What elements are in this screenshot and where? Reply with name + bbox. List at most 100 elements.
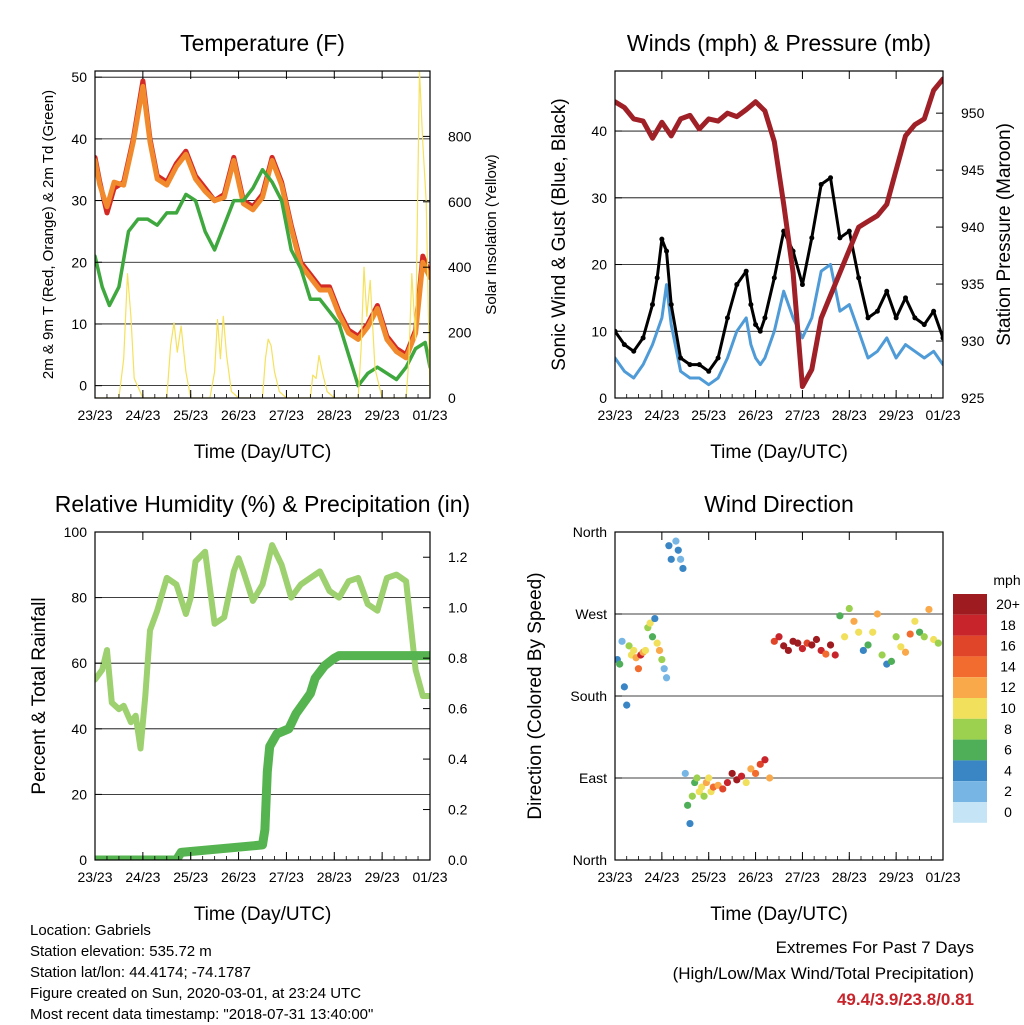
panel-temperature: Temperature (F) 23/23 24/23 25/23 26/23 27/23…: [40, 30, 500, 463]
direction-point: [618, 637, 626, 645]
gust-point: [753, 322, 759, 328]
x-tick-label: 26/23: [221, 869, 256, 885]
colorbar-label: 20+: [996, 596, 1020, 612]
direction-point: [869, 628, 877, 636]
y-right-tick-label: 800: [448, 128, 472, 144]
direction-point: [845, 604, 853, 613]
direction-point: [728, 769, 736, 778]
gust-point: [837, 235, 843, 241]
series-line: [615, 76, 943, 390]
direction-point: [665, 542, 673, 550]
series-line: [615, 176, 943, 373]
direction-point: [770, 637, 778, 645]
panel-humidity: Relative Humidity (%) & Precipitation (i…: [29, 491, 470, 925]
y-right-tick-label: 925: [961, 390, 985, 406]
x-tick-label: 25/23: [691, 869, 726, 885]
y-tick-label: 30: [591, 190, 607, 206]
x-tick-label: 27/23: [785, 869, 820, 885]
gust-point: [865, 315, 871, 321]
location-text: Location: Gabriels: [30, 922, 151, 939]
direction-point: [679, 564, 687, 573]
x-tick-label: 01/23: [925, 869, 960, 885]
y-tick-label: 60: [71, 655, 87, 671]
x-tick-label: 23/23: [77, 869, 112, 885]
direction-point: [651, 614, 659, 623]
direction-point: [751, 769, 760, 778]
gust-point: [893, 315, 899, 321]
y-right-tick-label: 1.0: [448, 600, 468, 616]
colorbar-swatch: [953, 781, 987, 802]
direction-point: [641, 646, 650, 655]
created-text: Figure created on Sun, 2020-03-01, at 23…: [30, 985, 362, 1002]
y-right-tick-label: 930: [961, 333, 985, 349]
direction-point: [780, 642, 788, 650]
y-right-tick-label: 940: [961, 219, 985, 235]
x-tick-label: 01/23: [412, 407, 447, 423]
direction-point: [655, 646, 664, 655]
direction-point: [887, 657, 896, 665]
colorbar-swatch: [953, 739, 987, 761]
x-axis-label: Time (Day/UTC): [710, 904, 848, 925]
direction-point: [831, 651, 839, 659]
gust-point: [931, 308, 937, 314]
direction-point: [646, 619, 654, 627]
direction-point: [794, 639, 802, 647]
colorbar-swatch: [953, 760, 987, 782]
gust-point: [771, 275, 777, 281]
direction-point: [653, 639, 661, 647]
series-line: [615, 263, 943, 387]
colorbar-label: 6: [1004, 742, 1012, 758]
x-tick-label: 25/23: [173, 869, 208, 885]
plot-frame: [614, 70, 944, 399]
direction-point: [672, 537, 680, 545]
colorbar-label: 2: [1004, 783, 1012, 799]
direction-point: [864, 641, 872, 649]
gust-point: [799, 282, 805, 288]
direction-point: [892, 633, 900, 641]
colorbar-swatch: [953, 594, 987, 615]
y-tick-label: 20: [591, 257, 607, 273]
series-line: [95, 651, 430, 860]
x-tick-label: 23/23: [77, 407, 112, 423]
direction-point: [719, 785, 727, 793]
direction-point: [855, 628, 863, 636]
plot-area: [95, 71, 430, 398]
colorbar-swatch: [953, 614, 987, 636]
y-tick-label: 40: [71, 721, 87, 737]
direction-point: [634, 665, 643, 673]
gust-point: [654, 275, 660, 281]
direction-point: [859, 646, 867, 655]
gust-point: [631, 348, 637, 354]
recent-timestamp-text: Most recent data timestamp: "2018-07-31 …: [30, 1006, 374, 1023]
gust-point: [748, 302, 754, 308]
colorbar-swatch: [953, 802, 987, 823]
y-tick-label: West: [575, 606, 607, 622]
y-right-tick-label: 935: [961, 276, 985, 292]
x-tick-label: 26/23: [738, 407, 773, 423]
gust-point: [912, 315, 918, 321]
direction-point: [906, 630, 914, 638]
y-right-tick-label: 950: [961, 105, 985, 121]
direction-point: [747, 765, 755, 773]
colorbar-label: 14: [1000, 658, 1016, 674]
y-axis-label: Percent & Total Rainfall: [29, 597, 50, 794]
direction-point: [836, 612, 844, 620]
x-tick-label: 27/23: [785, 407, 820, 423]
y-right-tick-label: 0.4: [448, 751, 468, 767]
x-tick-label: 29/23: [879, 869, 914, 885]
x-axis-label: Time (Day/UTC): [194, 904, 332, 925]
gust-point: [659, 236, 665, 242]
gust-point: [809, 235, 815, 241]
direction-point: [684, 801, 692, 809]
direction-point: [698, 783, 706, 791]
y-right-tick-label: 0.0: [448, 852, 468, 868]
direction-point: [756, 760, 764, 768]
gust-point: [706, 368, 712, 374]
direction-point: [681, 769, 689, 778]
colorbar-swatch: [953, 698, 987, 719]
y-right-tick-label: 0.2: [448, 802, 468, 818]
direction-point: [761, 756, 769, 764]
plot-area: [615, 76, 943, 390]
direction-point: [658, 655, 666, 664]
direction-point: [897, 643, 905, 651]
